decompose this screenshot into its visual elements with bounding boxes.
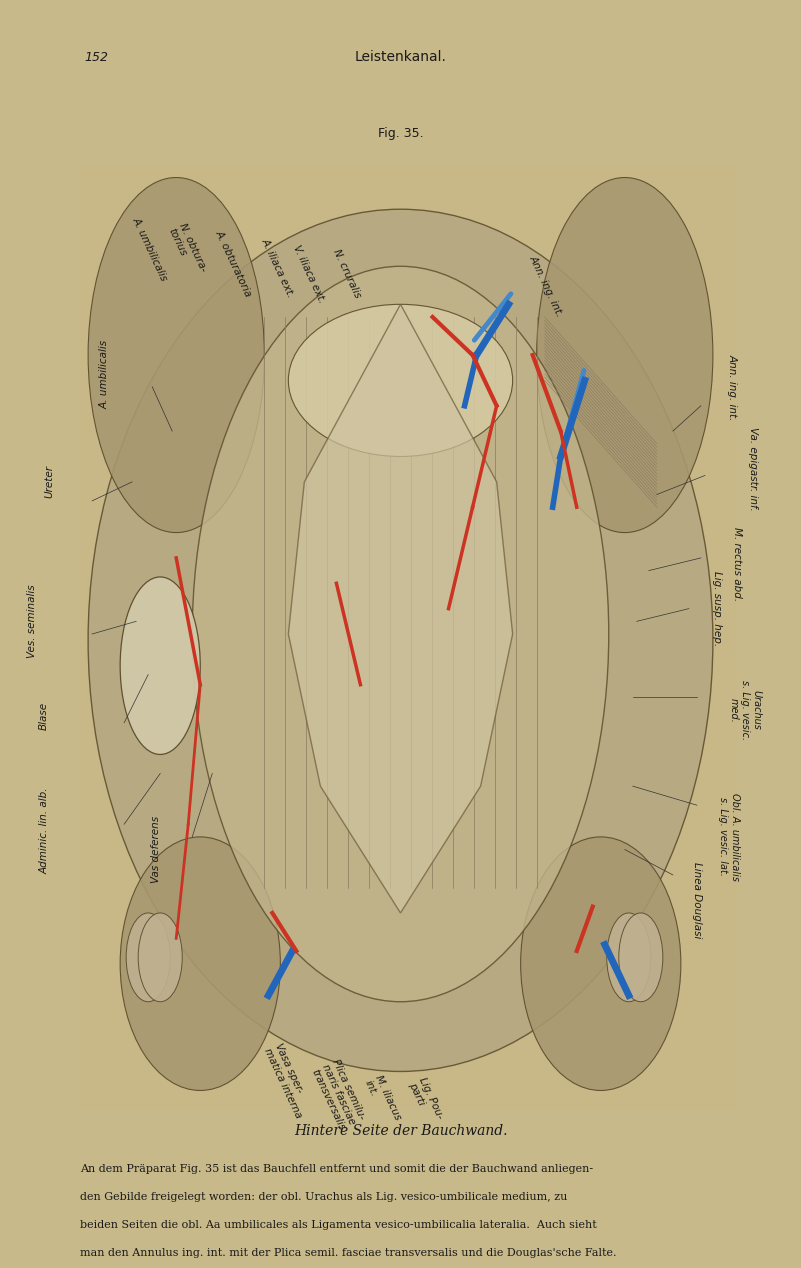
Ellipse shape [120, 837, 280, 1090]
Text: Lig. susp. hep.: Lig. susp. hep. [712, 571, 722, 647]
Text: beiden Seiten die obl. Aa umbilicales als Ligamenta vesico-umbilicalia lateralia: beiden Seiten die obl. Aa umbilicales al… [80, 1220, 597, 1230]
Text: 152: 152 [84, 51, 108, 63]
Text: Linea Douglasi: Linea Douglasi [692, 862, 702, 938]
Text: N. obtura-
torius: N. obtura- torius [167, 222, 208, 279]
Text: Blase: Blase [39, 702, 49, 730]
Text: Adminic. lin. alb.: Adminic. lin. alb. [39, 787, 49, 874]
Text: man den Annulus ing. int. mit der Plica semil. fasciae transversalis und die Dou: man den Annulus ing. int. mit der Plica … [80, 1248, 617, 1258]
Text: Va. epigastr. inf.: Va. epigastr. inf. [748, 427, 758, 511]
Ellipse shape [88, 209, 713, 1071]
Text: An dem Präparat Fig. 35 ist das Bauchfell entfernt und somit die der Bauchwand a: An dem Präparat Fig. 35 ist das Bauchfel… [80, 1164, 594, 1174]
Text: N. cruralis: N. cruralis [332, 247, 363, 299]
Text: M. rectus abd.: M. rectus abd. [732, 527, 742, 601]
Text: Fig. 35.: Fig. 35. [378, 127, 423, 139]
Text: Ves. seminalis: Ves. seminalis [27, 585, 37, 658]
Ellipse shape [607, 913, 650, 1002]
Ellipse shape [127, 913, 171, 1002]
Text: A. iliaca ext.: A. iliaca ext. [260, 237, 296, 299]
Bar [80, 165, 737, 1110]
Text: A. obturatoria: A. obturatoria [214, 228, 253, 298]
Ellipse shape [139, 913, 183, 1002]
Text: Ann. ing. int.: Ann. ing. int. [528, 254, 565, 318]
Ellipse shape [120, 577, 200, 754]
Text: Plica semilu-
naris fasciae
transversalis: Plica semilu- naris fasciae transversali… [309, 1058, 368, 1132]
Text: Vasa sper-
matica interna: Vasa sper- matica interna [263, 1041, 314, 1120]
Ellipse shape [537, 178, 713, 533]
Text: A. umbilicalis: A. umbilicalis [131, 216, 169, 283]
Text: A. umbilicalis: A. umbilicalis [99, 340, 109, 408]
Text: Ureter: Ureter [45, 465, 54, 498]
Text: Ann. ing. int.: Ann. ing. int. [728, 354, 738, 420]
Text: Lig. Pou-
parti: Lig. Pou- parti [407, 1075, 445, 1126]
Text: den Gebilde freigelegt worden: der obl. Urachus als Lig. vesico-umbilicale mediu: den Gebilde freigelegt worden: der obl. … [80, 1192, 567, 1202]
Ellipse shape [88, 178, 264, 533]
Text: V. iliaca ext.: V. iliaca ext. [292, 243, 327, 304]
Text: Obl. A. umbilicalis
s. Lig. vesic. lat.: Obl. A. umbilicalis s. Lig. vesic. lat. [718, 792, 739, 881]
Ellipse shape [288, 304, 513, 456]
Ellipse shape [521, 837, 681, 1090]
Text: Vas deferens: Vas deferens [151, 817, 161, 883]
PathPatch shape [288, 304, 513, 913]
Ellipse shape [619, 913, 663, 1002]
Text: Hintere Seite der Bauchwand.: Hintere Seite der Bauchwand. [294, 1123, 507, 1139]
Text: Leistenkanal.: Leistenkanal. [355, 49, 446, 65]
Text: M. iliacus
int.: M. iliacus int. [363, 1073, 403, 1126]
Text: Urachus
s. Lig. vesic.
med.: Urachus s. Lig. vesic. med. [728, 680, 762, 741]
Ellipse shape [192, 266, 609, 1002]
